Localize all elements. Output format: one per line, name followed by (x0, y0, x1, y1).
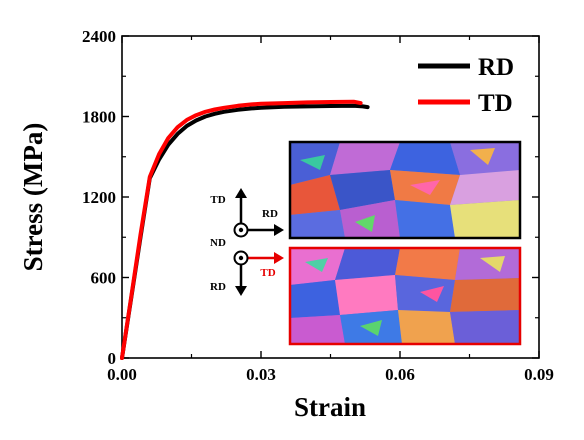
x-axis-label: Strain (294, 392, 366, 422)
orientation-indicator: TD RD ND TD RD (210, 188, 284, 296)
ebsd-map-rd (288, 140, 522, 240)
x-tick-label: 0.03 (246, 365, 276, 384)
y-tick-label: 0 (108, 349, 117, 368)
x-tick-label: 0.00 (107, 365, 137, 384)
y-tick-label: 1200 (82, 188, 116, 207)
series-line-td (120, 99, 363, 360)
y-tick-label: 2400 (82, 27, 116, 46)
y-tick-label: 600 (91, 269, 117, 288)
x-tick-label: 0.06 (385, 365, 415, 384)
y-tick-label: 1800 (82, 108, 116, 127)
rd-down-arrowhead (235, 286, 247, 296)
x-tick-label: 0.09 (524, 365, 554, 384)
rd-arrowhead (274, 224, 284, 236)
legend: RD TD (418, 54, 514, 117)
orient-label-td: TD (210, 194, 225, 206)
orient-label-nd: ND (210, 237, 226, 249)
y-axis-label: Stress (MPa) (18, 123, 48, 272)
orient-label-rd-bottom: RD (210, 281, 226, 293)
legend-label-td: TD (478, 90, 513, 117)
ebsd-map-td (288, 246, 522, 346)
td-arrowhead (235, 188, 247, 198)
td-red-arrowhead (274, 252, 284, 264)
orient-label-rd-black: RD (262, 208, 278, 220)
orient-label-td-red: TD (260, 267, 275, 279)
legend-label-rd: RD (478, 54, 514, 81)
